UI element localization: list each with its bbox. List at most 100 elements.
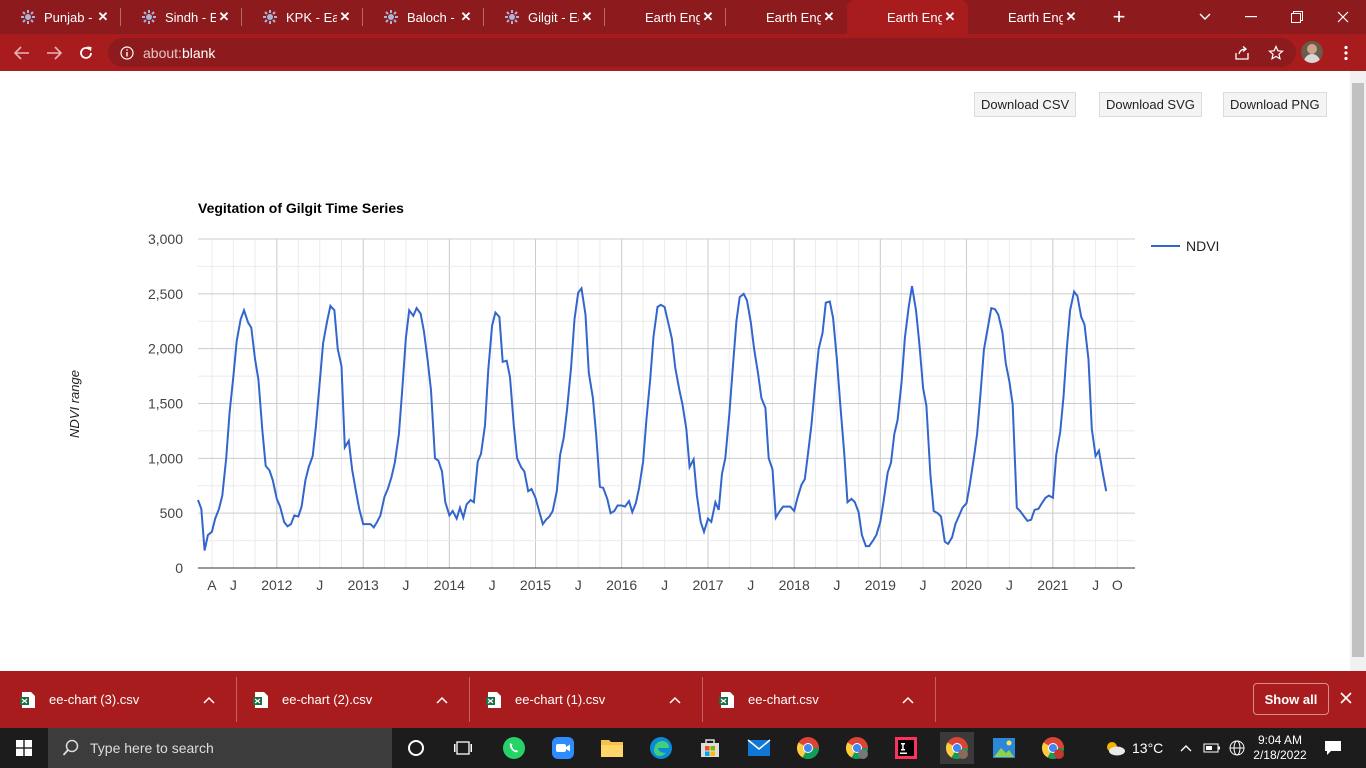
chevron-down-icon bbox=[1199, 13, 1211, 20]
folder-icon bbox=[601, 740, 623, 757]
weather-widget[interactable]: 13°C bbox=[1104, 728, 1163, 768]
show-hidden-icons[interactable] bbox=[1180, 728, 1192, 768]
file-explorer-app[interactable] bbox=[596, 732, 628, 764]
csv-file-icon bbox=[719, 691, 734, 708]
store-app[interactable] bbox=[694, 732, 726, 764]
close-downloads-button[interactable] bbox=[1340, 691, 1356, 707]
kebab-menu-icon bbox=[1344, 45, 1348, 61]
chevron-up-icon[interactable] bbox=[436, 696, 448, 704]
browser-tab[interactable]: Baloch - Ea✕ bbox=[363, 0, 484, 34]
download-svg-button[interactable]: Download SVG bbox=[1099, 92, 1202, 117]
share-icon[interactable] bbox=[1234, 45, 1250, 61]
x-tick-label: 2012 bbox=[261, 577, 292, 593]
action-center-button[interactable] bbox=[1324, 728, 1342, 768]
download-separator bbox=[236, 677, 237, 722]
info-icon[interactable] bbox=[120, 45, 134, 60]
browser-tab[interactable]: Earth Engin✕ bbox=[968, 0, 1089, 34]
page-scrollbar[interactable] bbox=[1350, 71, 1366, 671]
battery-icon bbox=[1203, 743, 1220, 753]
profile-avatar[interactable] bbox=[1301, 41, 1323, 63]
cortana-button[interactable] bbox=[400, 732, 432, 764]
earth-engine-icon bbox=[383, 9, 399, 25]
intellij-app[interactable] bbox=[890, 732, 922, 764]
x-tick-label: O bbox=[1112, 577, 1123, 593]
tab-close-icon[interactable]: ✕ bbox=[581, 9, 593, 24]
new-tab-button[interactable]: + bbox=[1112, 4, 1126, 29]
tab-title: Earth Engin bbox=[645, 9, 700, 25]
task-view-button[interactable] bbox=[447, 732, 479, 764]
download-item[interactable]: ee-chart (3).csv bbox=[0, 671, 233, 728]
scrollbar-thumb[interactable] bbox=[1352, 83, 1364, 657]
partly-sunny-icon bbox=[1107, 742, 1125, 756]
browser-tab[interactable]: Sindh - Ear✕ bbox=[121, 0, 242, 34]
y-axis-label: NDVI range bbox=[67, 370, 82, 438]
page-content: Download CSV Download SVG Download PNG 0… bbox=[0, 71, 1350, 671]
tab-title: KPK - Earth bbox=[286, 9, 337, 25]
forward-button[interactable] bbox=[40, 39, 68, 67]
browser-tab[interactable]: Gilgit - Ear✕ bbox=[484, 0, 605, 34]
url-scheme: about: bbox=[143, 44, 182, 61]
tab-separator bbox=[725, 8, 726, 26]
back-button[interactable] bbox=[8, 39, 36, 67]
browser-tab[interactable]: KPK - Earth✕ bbox=[242, 0, 363, 34]
tab-search-button[interactable] bbox=[1182, 0, 1228, 34]
battery-status[interactable] bbox=[1203, 728, 1221, 768]
browser-tab[interactable]: Punjab - Ea✕ bbox=[0, 0, 121, 34]
minimize-button[interactable] bbox=[1228, 0, 1274, 34]
tab-separator bbox=[241, 8, 242, 26]
chevron-up-icon bbox=[1180, 745, 1192, 752]
address-bar[interactable]: about: blank bbox=[108, 38, 1296, 67]
zoom-app[interactable] bbox=[547, 732, 579, 764]
start-button[interactable] bbox=[8, 732, 40, 764]
download-csv-button[interactable]: Download CSV bbox=[974, 92, 1077, 117]
x-tick-label: J bbox=[575, 577, 582, 593]
tab-close-icon[interactable]: ✕ bbox=[702, 9, 714, 24]
chrome-icon bbox=[1042, 737, 1064, 759]
close-window-button[interactable] bbox=[1320, 0, 1366, 34]
tab-close-icon[interactable]: ✕ bbox=[97, 9, 109, 24]
bookmark-star-icon[interactable] bbox=[1268, 44, 1284, 61]
tab-close-icon[interactable]: ✕ bbox=[1065, 9, 1077, 24]
download-item[interactable]: ee-chart (1).csv bbox=[466, 671, 699, 728]
tab-close-icon[interactable]: ✕ bbox=[218, 9, 230, 24]
x-tick-label: 2019 bbox=[865, 577, 896, 593]
x-tick-label: 2021 bbox=[1037, 577, 1068, 593]
search-icon bbox=[62, 739, 79, 756]
tab-close-icon[interactable]: ✕ bbox=[460, 9, 472, 24]
network-status[interactable] bbox=[1229, 728, 1245, 768]
chrome-other-app[interactable] bbox=[1037, 732, 1069, 764]
tab-title: Gilgit - Ear bbox=[528, 9, 579, 25]
chevron-up-icon[interactable] bbox=[902, 696, 914, 704]
download-item[interactable]: ee-chart (2).csv bbox=[233, 671, 466, 728]
chevron-up-icon[interactable] bbox=[669, 696, 681, 704]
chrome-profile-app[interactable] bbox=[841, 732, 873, 764]
weather-temperature: 13°C bbox=[1132, 740, 1164, 756]
notification-icon bbox=[1325, 741, 1341, 755]
browser-tab[interactable]: Earth Engin✕ bbox=[605, 0, 726, 34]
tab-title: Earth Engin bbox=[1008, 9, 1063, 25]
chevron-up-icon[interactable] bbox=[203, 696, 215, 704]
download-png-button[interactable]: Download PNG bbox=[1223, 92, 1327, 117]
photos-app[interactable] bbox=[988, 732, 1020, 764]
whatsapp-app[interactable] bbox=[498, 732, 530, 764]
edge-app[interactable] bbox=[645, 732, 677, 764]
download-item[interactable]: ee-chart.csv bbox=[699, 671, 932, 728]
tab-close-icon[interactable]: ✕ bbox=[339, 9, 351, 24]
browser-tab[interactable]: Earth Engin✕ bbox=[847, 0, 968, 34]
x-tick-label: 2013 bbox=[348, 577, 379, 593]
taskbar-search-box[interactable]: Type here to search bbox=[48, 728, 392, 768]
browser-menu-button[interactable] bbox=[1332, 39, 1360, 67]
clock[interactable]: 9:04 AM 2/18/2022 bbox=[1252, 728, 1308, 768]
x-tick-label: 2015 bbox=[520, 577, 551, 593]
chrome-active-app[interactable] bbox=[940, 732, 974, 764]
restore-button[interactable] bbox=[1274, 0, 1320, 34]
reload-button[interactable] bbox=[72, 39, 100, 67]
show-all-button[interactable]: Show all bbox=[1253, 683, 1329, 715]
tab-close-icon[interactable]: ✕ bbox=[944, 9, 956, 24]
mail-app[interactable] bbox=[743, 732, 775, 764]
tab-close-icon[interactable]: ✕ bbox=[823, 9, 835, 24]
x-tick-label: J bbox=[833, 577, 840, 593]
browser-tab[interactable]: Earth Engin✕ bbox=[726, 0, 847, 34]
chrome-app[interactable] bbox=[792, 732, 824, 764]
legend-label-ndvi: NDVI bbox=[1186, 238, 1219, 254]
